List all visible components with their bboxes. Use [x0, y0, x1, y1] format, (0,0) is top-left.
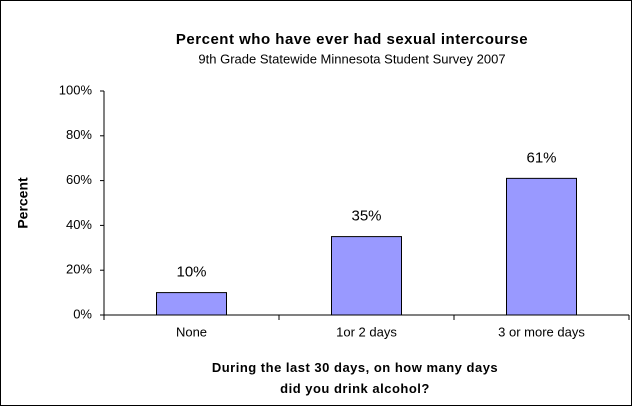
- y-tick-label: 0%: [73, 306, 92, 321]
- x-tick-label: 3 or more days: [498, 324, 585, 339]
- data-label: 61%: [526, 149, 556, 166]
- data-label: 35%: [351, 208, 381, 225]
- y-tick-label: 100%: [59, 82, 93, 97]
- bar: [506, 177, 577, 316]
- bar: [331, 236, 402, 316]
- y-axis-label: Percent: [15, 177, 31, 229]
- x-tick-label: 1or 2 days: [336, 324, 397, 339]
- x-tick-label: None: [176, 324, 207, 339]
- chart-title: Percent who have ever had sexual interco…: [176, 31, 528, 48]
- y-tick-label: 80%: [66, 127, 92, 142]
- bar: [156, 292, 227, 316]
- x-axis-label: During the last 30 days, on how many day…: [211, 360, 499, 396]
- data-label: 10%: [176, 264, 206, 281]
- y-tick-label: 40%: [66, 217, 92, 232]
- chart-subtitle: 9th Grade Statewide Minnesota Student Su…: [198, 51, 505, 66]
- y-tick-label: 20%: [66, 262, 92, 277]
- y-tick-label: 60%: [66, 172, 92, 187]
